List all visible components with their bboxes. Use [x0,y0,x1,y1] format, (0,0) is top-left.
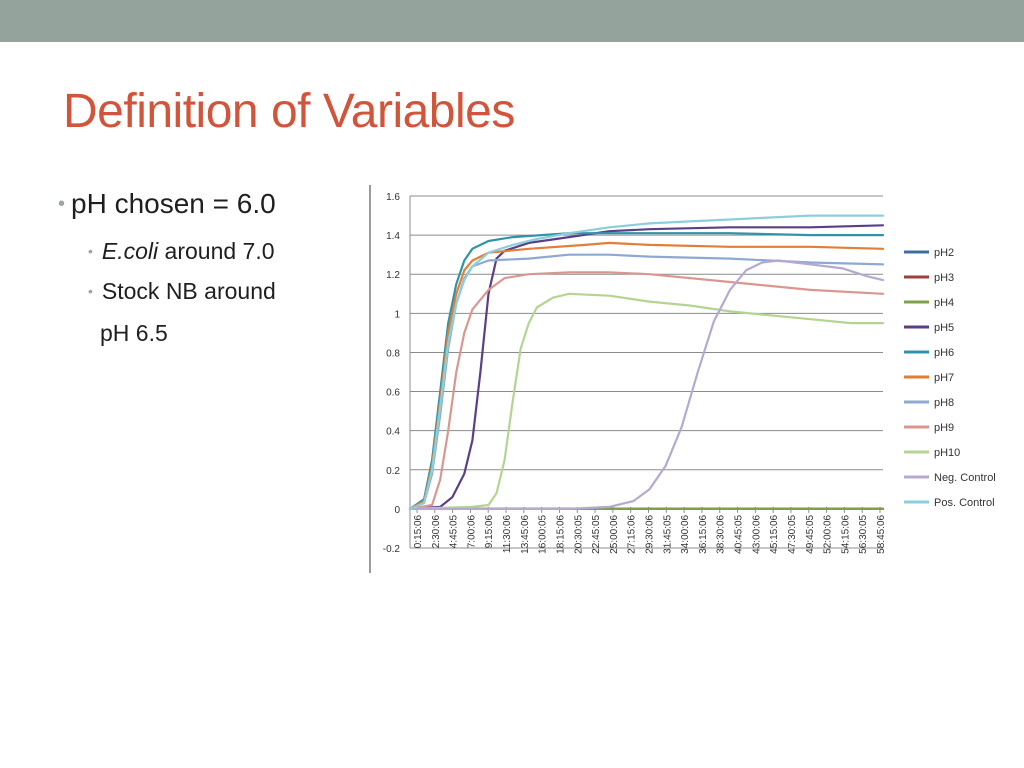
bullet-stock-nb-continued: pH 6.5 [100,320,168,346]
legend-label-ph10: pH10 [934,447,960,459]
x-tick-label: 49:45:05 [805,514,816,553]
x-tick-label: 27:15:06 [627,514,638,553]
x-tick-label: 22:45:05 [591,514,602,553]
x-tick-label: 29:30:06 [645,514,656,553]
bullet-dot-icon: • [88,243,93,259]
legend-label-pos-control: Pos. Control [934,497,995,509]
bullet-stock-nb: • Stock NB around [88,278,276,305]
y-tick-label: -0.2 [383,544,401,555]
legend-label-ph9: pH9 [934,422,954,434]
x-tick-label: 18:15:06 [555,514,566,553]
y-tick-label: 1.4 [386,231,400,242]
y-tick-label: 0.6 [386,388,400,399]
y-tick-label: 0.4 [386,427,400,438]
x-tick-label: 31:45:05 [662,514,673,553]
series-line-ph10 [408,292,885,510]
growth-chart-svg: 1.6 1.4 1.2 1 0.8 0.6 0.4 0.2 0 -0.2 0:15:06 2:30:0… [369,185,996,573]
series-line-ph8 [408,253,885,510]
bullet-ecoli: • E.coli around 7.0 [88,238,275,265]
x-tick-label: 40:45:05 [734,514,745,553]
legend-label-ph4: pH4 [934,297,954,309]
series-line-ph9 [408,271,885,510]
x-tick-label: 58:45:06 [876,514,887,553]
x-tick-label: 52:00:06 [823,514,834,553]
y-tick-label: 0.2 [386,466,400,477]
x-tick-label: 36:15:06 [698,514,709,553]
x-tick-label: 45:15:06 [769,514,780,553]
growth-chart: 1.6 1.4 1.2 1 0.8 0.6 0.4 0.2 0 -0.2 0:15:06 2:30:0… [368,185,1018,575]
x-tick-label: 38:30:06 [716,514,727,553]
x-tick-label: 56:30:05 [858,514,869,553]
y-tick-label: 1 [394,309,400,320]
y-tick-label: 1.6 [386,192,400,203]
legend-label-ph8: pH8 [934,397,954,409]
bullet-dot-icon: • [58,193,66,215]
x-tick-label: 13:45:06 [520,514,531,553]
x-tick-label: 9:15:06 [484,514,495,548]
legend-label-ph5: pH5 [934,322,954,334]
x-tick-label: 47:30:05 [787,514,798,553]
legend-label-ph7: pH7 [934,372,954,384]
x-tick-label: 20:30:05 [573,514,584,553]
x-tick-label: 34:00:06 [680,514,691,553]
x-tick-label: 4:45:05 [449,514,460,548]
x-tick-label: 54:15:06 [840,514,851,553]
x-tick-label: 0:15:06 [413,514,424,548]
legend-label-ph6: pH6 [934,347,954,359]
y-tick-label: 0 [394,505,400,516]
x-tick-label: 25:00:06 [609,514,620,553]
x-tick-label: 43:00:06 [751,514,762,553]
series-line-ph5 [408,224,885,510]
series-line-pos-control [408,214,885,510]
x-tick-label: 2:30:06 [431,514,442,548]
slide-title: Definition of Variables [63,85,515,138]
y-tick-label: 0.8 [386,348,400,359]
bullet-dot-icon: • [88,283,93,299]
x-tick-label: 11:30:06 [502,514,513,553]
legend-label-ph3: pH3 [934,272,954,284]
legend-label-neg-control: Neg. Control [934,472,996,484]
x-tick-label: 7:00:06 [466,514,477,548]
bullet-ph-chosen: • pH chosen = 6.0 [58,188,276,220]
bullet-ph-chosen-text: pH chosen = 6.0 [71,188,276,219]
y-tick-label: 1.2 [386,270,400,281]
bullet-ecoli-name: E.coli [101,238,159,264]
x-tick-label: 16:00:05 [538,514,549,553]
top-color-bar [0,0,1024,42]
bullet-ecoli-text: around 7.0 [158,238,275,264]
bullet-stock-nb-text: Stock NB around [101,278,276,304]
legend-label-ph2: pH2 [934,247,954,259]
series-line-neg-control [408,259,885,510]
